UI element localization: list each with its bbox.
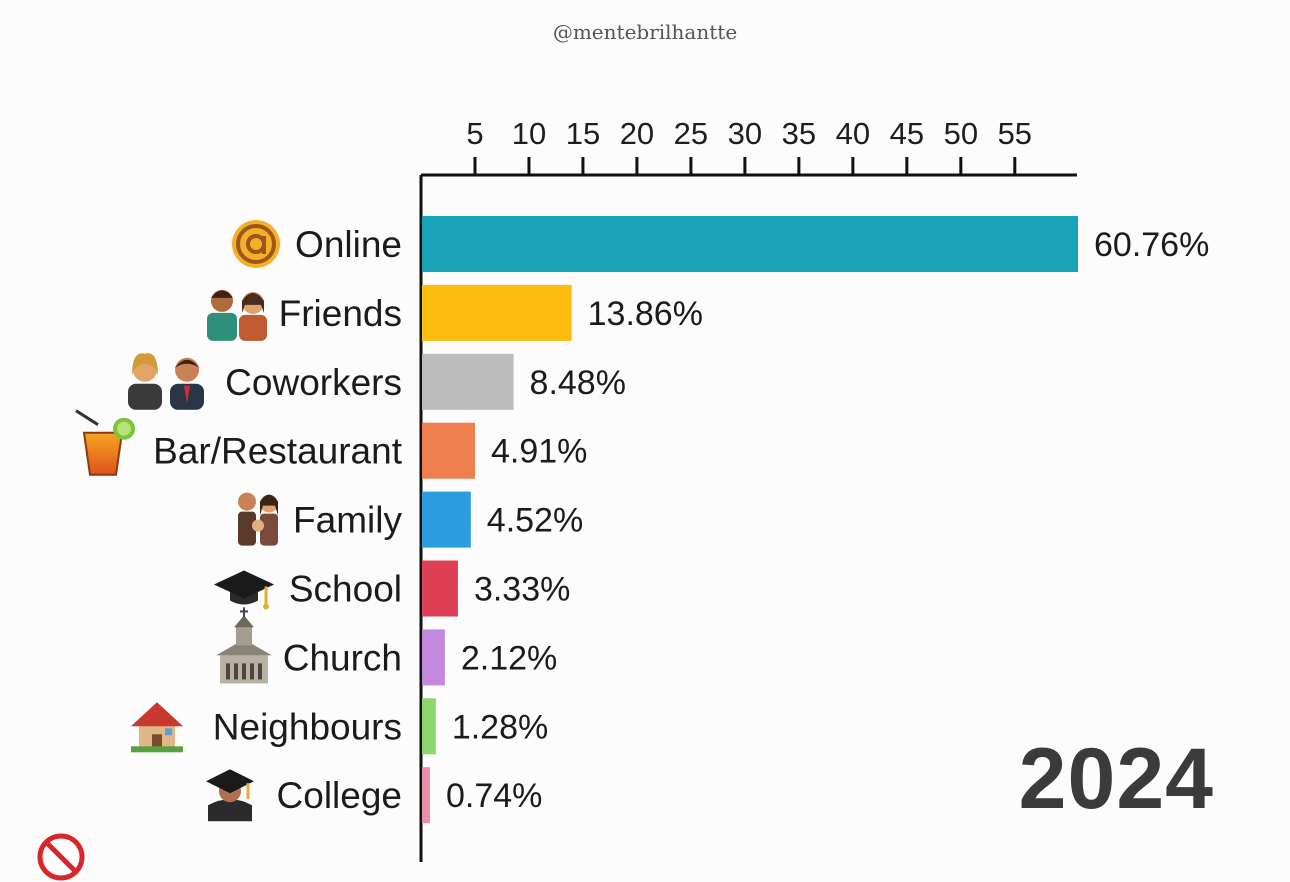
- at-sign-icon: [232, 220, 280, 268]
- category-label-school: School: [289, 569, 402, 610]
- value-label-neighbours: 1.28%: [452, 708, 548, 746]
- value-label-bar-restaurant: 4.91%: [491, 433, 587, 471]
- bar-college: [422, 767, 430, 824]
- category-label-college: College: [277, 775, 402, 816]
- coworkers-icon: [128, 353, 204, 410]
- axis-layer: 5 10 15 20 25 30 35 40 45 50 55: [419, 116, 1077, 862]
- category-label-family: Family: [293, 500, 402, 541]
- category-label-church: Church: [283, 637, 402, 678]
- icons-layer: [75, 220, 280, 822]
- value-label-family: 4.52%: [487, 502, 583, 540]
- bar-school: [422, 560, 458, 617]
- graduate-icon: [206, 769, 254, 822]
- bar-coworkers: [422, 353, 514, 410]
- prohibited-icon: [37, 833, 85, 881]
- bar-neighbours: [422, 698, 436, 755]
- x-tick-label: 50: [944, 116, 978, 151]
- value-label-friends: 13.86%: [588, 295, 703, 333]
- watermark-text: @mentebrilhantte: [552, 20, 738, 44]
- x-tick-label: 55: [998, 116, 1032, 151]
- bar-family: [422, 491, 471, 548]
- friends-icon: [207, 289, 267, 341]
- value-label-school: 3.33%: [474, 571, 570, 609]
- church-icon: [216, 607, 272, 684]
- x-tick-label: 25: [674, 116, 708, 151]
- graduation-cap-icon: [214, 570, 274, 610]
- bars-layer: Online 60.76% Friends 13.86% Coworkers 8.48% B…: [153, 216, 1209, 824]
- category-label-neighbours: Neighbours: [213, 706, 402, 747]
- x-tick-label: 20: [620, 116, 654, 151]
- x-tick-label: 35: [782, 116, 816, 151]
- bar-online: [422, 216, 1078, 272]
- house-icon: [131, 702, 183, 753]
- value-label-coworkers: 8.48%: [530, 364, 626, 402]
- value-label-church: 2.12%: [461, 639, 557, 677]
- x-tick-label: 30: [728, 116, 762, 151]
- family-icon: [238, 492, 278, 546]
- category-label-bar-restaurant: Bar/Restaurant: [153, 431, 403, 472]
- x-tick-label: 15: [566, 116, 600, 151]
- bar-friends: [422, 284, 572, 341]
- x-tick-label: 10: [512, 116, 546, 151]
- year-label: 2024: [1018, 731, 1214, 827]
- value-label-college: 0.74%: [446, 777, 542, 815]
- cocktail-icon: [75, 409, 135, 476]
- category-label-coworkers: Coworkers: [225, 362, 402, 403]
- category-label-online: Online: [295, 224, 402, 265]
- bar-church: [422, 629, 445, 686]
- x-tick-label: 5: [466, 116, 483, 151]
- x-tick-label: 45: [890, 116, 924, 151]
- bar-bar-restaurant: [422, 422, 476, 479]
- value-label-online: 60.76%: [1094, 226, 1209, 264]
- x-tick-label: 40: [836, 116, 870, 151]
- category-label-friends: Friends: [279, 293, 402, 334]
